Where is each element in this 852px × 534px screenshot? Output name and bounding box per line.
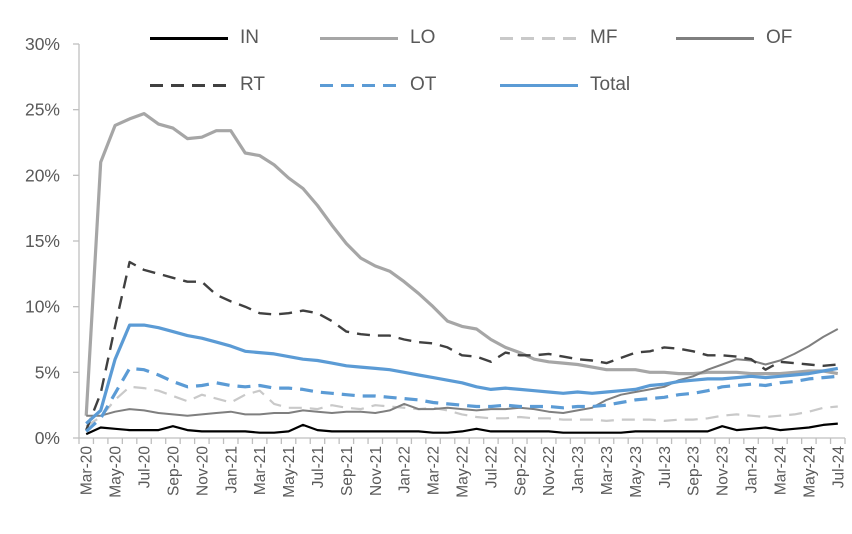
x-axis-tick-label: Jan-23 xyxy=(570,446,587,493)
legend-label: RT xyxy=(240,74,265,95)
y-axis-tick-label: 20% xyxy=(25,165,60,185)
legend-item-in: IN xyxy=(150,27,259,49)
chart-legend: IN LO MF OF RT OT Total xyxy=(0,0,852,110)
x-axis-tick-label: Mar-20 xyxy=(79,446,96,495)
series-line-lo xyxy=(84,111,839,416)
series-line-total xyxy=(85,323,839,425)
legend-label: LO xyxy=(410,27,436,48)
series-line-mf xyxy=(85,385,838,428)
legend-swatch-lo-solid-line xyxy=(320,36,398,40)
series-line-of xyxy=(86,328,839,417)
y-axis-tick-label: 5% xyxy=(35,362,60,382)
x-axis-tick-label: Jul-21 xyxy=(310,446,327,488)
y-axis-tick-label: 0% xyxy=(35,428,60,448)
legend-label: OF xyxy=(766,27,793,48)
legend-item-total: Total xyxy=(500,74,630,96)
legend-swatch-ot-dashed-line xyxy=(320,83,398,87)
x-axis-tick-label: Sep-23 xyxy=(686,446,703,496)
legend-swatch-in-solid-line xyxy=(150,36,228,40)
legend-item-mf: MF xyxy=(500,27,617,49)
x-axis-tick-label: Sep-22 xyxy=(512,446,529,496)
legend-item-ot: OT xyxy=(320,74,436,96)
legend-swatch-of-solid-line xyxy=(676,36,754,40)
legend-item-lo: LO xyxy=(320,27,435,49)
x-axis-tick-label: Nov-23 xyxy=(715,446,732,496)
y-axis-tick-label: 15% xyxy=(25,231,60,251)
legend-swatch-rt-dashed-line xyxy=(150,83,228,87)
x-axis-tick-label: May-24 xyxy=(801,446,818,498)
legend-item-rt: RT xyxy=(150,74,265,96)
y-axis-tick-label: 25% xyxy=(25,100,60,120)
x-axis-tick-label: Sep-21 xyxy=(339,446,356,496)
x-axis-tick-label: Mar-21 xyxy=(252,446,269,495)
legend-label: OT xyxy=(410,74,437,95)
x-axis-tick-label: May-23 xyxy=(628,446,645,498)
legend-label: MF xyxy=(590,27,618,48)
x-axis-tick-label: Mar-22 xyxy=(426,446,443,495)
series-line-rt xyxy=(85,260,838,431)
x-axis-tick-label: Jul-20 xyxy=(137,446,154,489)
y-axis-tick-label: 10% xyxy=(25,297,60,317)
x-axis-tick-label: Mar-23 xyxy=(599,446,616,495)
x-axis-tick-label: Nov-20 xyxy=(194,446,211,496)
legend-label: IN xyxy=(240,27,259,48)
legend-item-of: OF xyxy=(676,27,792,49)
legend-swatch-total-solid-line xyxy=(500,83,578,87)
x-axis-tick-label: Sep-20 xyxy=(165,446,182,496)
x-axis-tick-label: May-21 xyxy=(281,446,298,498)
x-axis-tick-label: Jul-24 xyxy=(830,446,847,489)
x-axis-tick-label: Jan-24 xyxy=(744,446,761,494)
series-line-in xyxy=(85,422,838,436)
x-axis-tick-label: Jan-22 xyxy=(397,446,414,493)
x-axis-tick-label: Nov-22 xyxy=(541,446,558,496)
x-axis-tick-label: May-22 xyxy=(455,446,472,498)
x-axis-tick-label: Nov-21 xyxy=(368,446,385,496)
x-axis-tick-label: May-20 xyxy=(108,446,125,498)
x-axis-tick-label: Jan-21 xyxy=(223,446,240,493)
y-axis-tick-label: 30% xyxy=(25,34,60,54)
legend-label: Total xyxy=(590,74,631,95)
x-axis-tick-label: Mar-24 xyxy=(772,446,789,495)
legend-swatch-mf-dashed-line xyxy=(500,36,578,40)
x-axis-tick-label: Jul-23 xyxy=(657,446,674,488)
x-axis-tick-label: Jul-22 xyxy=(483,446,500,488)
